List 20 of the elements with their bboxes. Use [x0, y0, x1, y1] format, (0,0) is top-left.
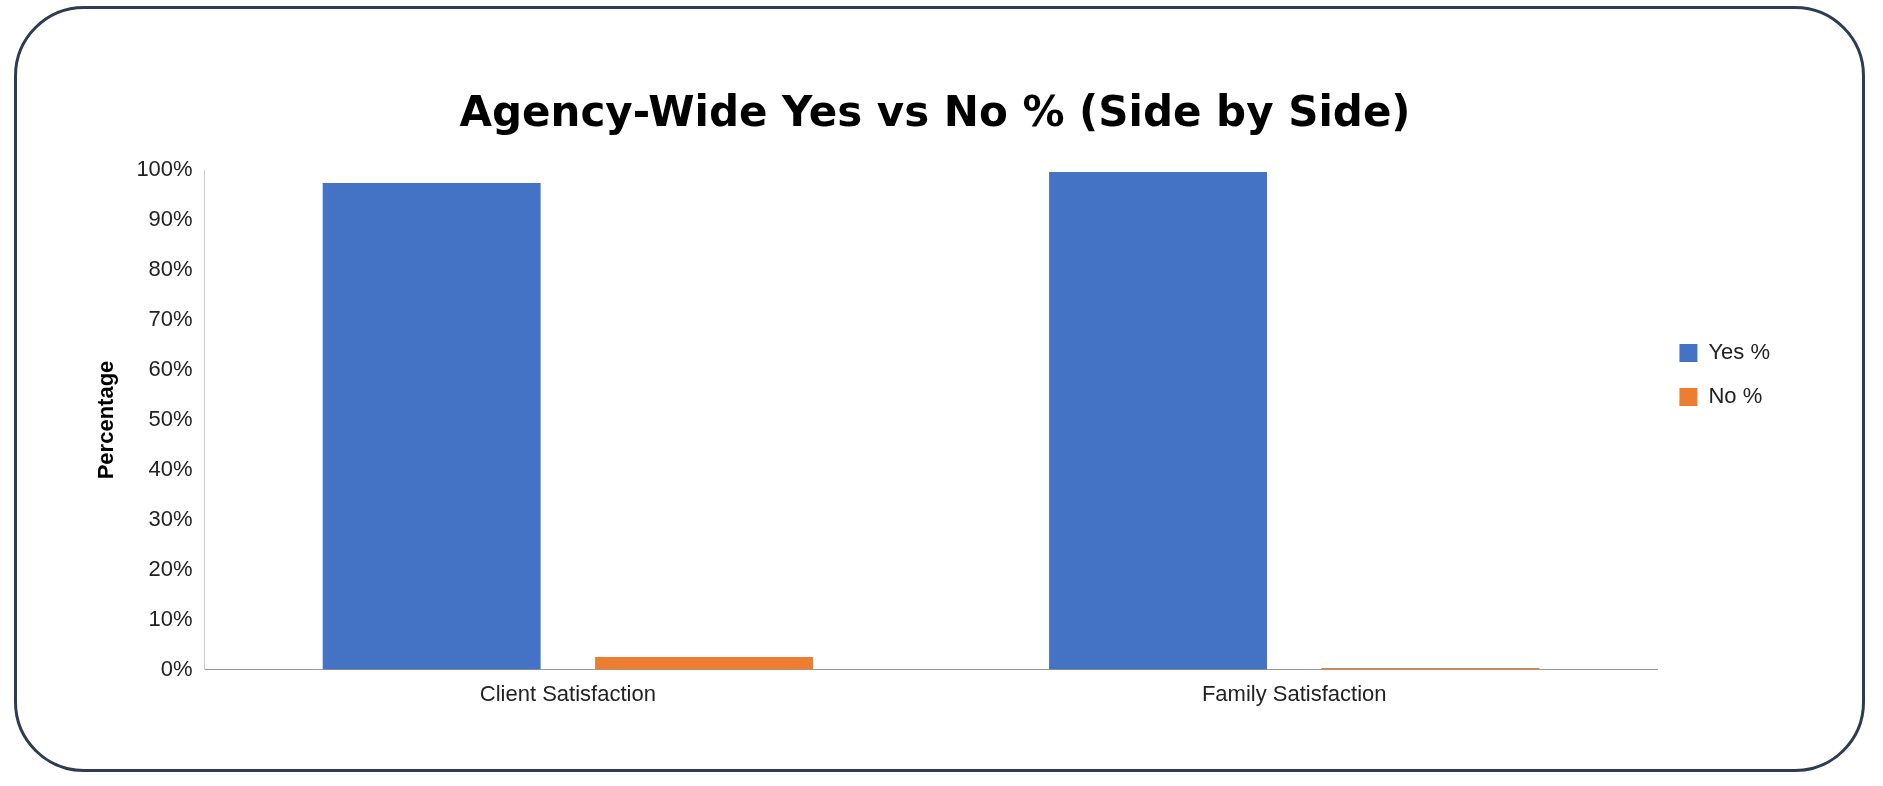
y-tick-label: 60%	[148, 356, 193, 382]
y-tick-label: 30%	[148, 505, 193, 531]
legend-label: Yes %	[1708, 339, 1771, 365]
y-tick-label: 20%	[148, 555, 193, 581]
x-tick-label: Family Satisfaction	[1201, 680, 1387, 706]
y-tick-label: 0%	[160, 655, 193, 681]
y-tick-label: 40%	[148, 455, 193, 481]
y-tick-label: 10%	[148, 605, 193, 631]
y-axis-title: Percentage	[93, 360, 119, 480]
bar	[1049, 171, 1268, 670]
y-tick-label: 70%	[148, 306, 193, 332]
y-tick-label: 90%	[148, 206, 193, 232]
legend-label: No %	[1708, 383, 1763, 409]
y-tick-label: 100%	[136, 156, 193, 182]
x-tick-label: Client Satisfaction	[479, 680, 656, 706]
y-tick-label: 80%	[148, 256, 193, 282]
bar	[322, 182, 541, 670]
bar	[595, 657, 814, 670]
y-tick-label: 50%	[148, 406, 193, 432]
chart-title: Agency-Wide Yes vs No % (Side by Side)	[459, 87, 1411, 137]
